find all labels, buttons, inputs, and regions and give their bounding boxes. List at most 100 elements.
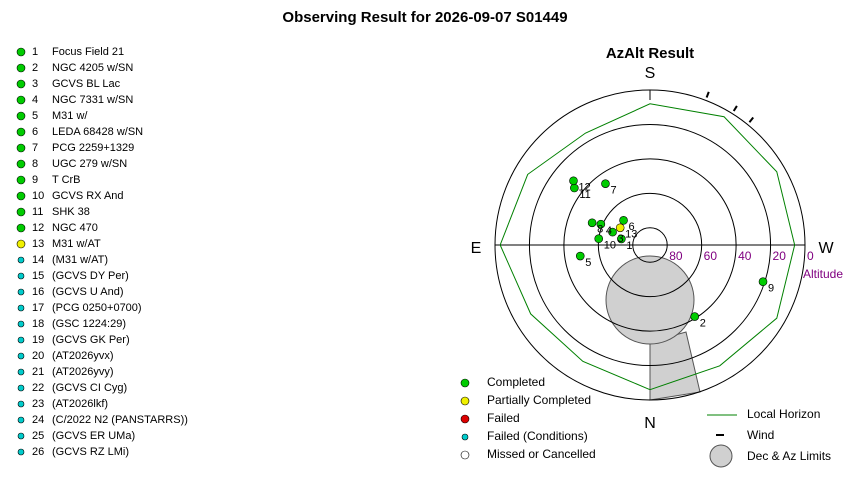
target-number: 10 (32, 190, 44, 202)
target-number: 19 (32, 334, 44, 346)
target-status-dot (17, 320, 25, 328)
target-status-dot (17, 288, 25, 296)
target-status-dot (16, 175, 26, 185)
target-number: 22 (32, 382, 44, 394)
target-name: NGC 7331 w/SN (52, 94, 133, 106)
target-point (615, 223, 625, 233)
target-point (587, 218, 597, 228)
altitude-label: Altitude (803, 267, 843, 281)
target-number: 13 (32, 238, 44, 250)
target-status-dot (16, 95, 26, 105)
target-name: UGC 279 w/SN (52, 158, 127, 170)
target-point-label: 4 (606, 225, 612, 237)
legend-dot (460, 450, 470, 460)
target-number: 14 (32, 254, 44, 266)
target-status-dot (17, 368, 25, 376)
target-status-dot (17, 384, 25, 392)
altitude-tick-label: 60 (704, 249, 718, 263)
target-number: 24 (32, 414, 44, 426)
target-number: 18 (32, 318, 44, 330)
target-number: 21 (32, 366, 44, 378)
cardinal-east: E (471, 240, 482, 257)
target-number: 1 (32, 46, 38, 58)
target-name: (AT2026yvy) (52, 366, 114, 378)
target-status-dot (17, 448, 25, 456)
target-status-dot (16, 223, 26, 233)
target-status-dot (16, 207, 26, 217)
target-name: GCVS RX And (52, 190, 124, 202)
wind-legend-label: Wind (747, 428, 774, 442)
target-point (575, 251, 585, 261)
target-number: 26 (32, 446, 44, 458)
target-name: Focus Field 21 (52, 46, 124, 58)
target-point-label: 1 (626, 240, 632, 252)
target-name: M31 w/ (52, 110, 88, 122)
target-name: T CrB (52, 174, 81, 186)
target-point (619, 216, 628, 225)
target-point-label: 11 (579, 189, 590, 201)
target-number: 6 (32, 126, 38, 138)
target-point-label: 5 (585, 257, 591, 269)
legend-label: Completed (487, 375, 545, 389)
target-status-dot (16, 63, 26, 73)
target-status-dot (16, 191, 26, 201)
dec-limit-circle (605, 255, 695, 345)
legend-label: Missed or Cancelled (487, 447, 596, 461)
target-status-dot (16, 111, 26, 121)
target-point (617, 234, 626, 244)
local-horizon (499, 103, 796, 391)
altitude-tick-label: 40 (738, 249, 752, 263)
target-number: 23 (32, 398, 44, 410)
target-number: 5 (32, 110, 38, 122)
target-name: (C/2022 N2 (PANSTARRS)) (52, 414, 188, 426)
target-status-dot (16, 239, 26, 249)
target-name: GCVS BL Lac (52, 78, 121, 90)
target-number: 11 (32, 206, 43, 218)
target-point (569, 176, 578, 186)
page-title: Observing Result for 2026-09-07 S01449 (282, 9, 567, 26)
target-point-label: 7 (610, 185, 616, 197)
horizon-legend-label: Local Horizon (747, 407, 820, 421)
altitude-tick-label: 0 (807, 249, 814, 263)
target-status-dot (17, 416, 25, 424)
target-name: (GCVS RZ LMi) (52, 446, 129, 458)
target-name: NGC 470 (52, 222, 98, 234)
target-status-dot (17, 336, 25, 344)
altitude-tick-label: 20 (773, 249, 787, 263)
target-status-dot (17, 304, 25, 312)
target-name: (GCVS GK Per) (52, 334, 130, 346)
target-number: 20 (32, 350, 44, 362)
dec-az-limits (605, 255, 701, 401)
target-number: 9 (32, 174, 38, 186)
target-status-dot (17, 272, 25, 280)
cardinal-west: W (818, 240, 834, 257)
legend-dot (460, 396, 470, 406)
target-number: 2 (32, 62, 38, 74)
wind-mark (732, 105, 738, 112)
rings: 80 60 40 20 0 (494, 89, 814, 401)
target-name: PCG 2259+1329 (52, 142, 134, 154)
legend-dot (460, 378, 470, 388)
target-number: 16 (32, 286, 44, 298)
legend-label: Failed (Conditions) (487, 429, 588, 443)
legend-label: Failed (487, 411, 520, 425)
target-name: (PCG 0250+0700) (52, 302, 142, 314)
wind-mark (748, 116, 754, 123)
target-name: M31 w/AT (52, 238, 101, 250)
target-status-dot (17, 400, 25, 408)
target-number: 15 (32, 270, 44, 282)
target-point-label: 6 (629, 221, 635, 233)
target-point (758, 277, 768, 287)
cardinal-north: N (644, 415, 656, 432)
target-point-label: 2 (700, 317, 706, 329)
legend-label: Partially Completed (487, 393, 591, 407)
target-name: (GSC 1224:29) (52, 318, 126, 330)
cardinal-south: S (645, 65, 656, 82)
plot-title: AzAlt Result (606, 45, 694, 62)
target-number: 8 (32, 158, 38, 170)
target-point-label: 3 (618, 233, 624, 245)
target-name: (GCVS ER UMa) (52, 430, 135, 442)
target-number: 25 (32, 430, 44, 442)
target-name: (AT2026lkf) (52, 398, 108, 410)
